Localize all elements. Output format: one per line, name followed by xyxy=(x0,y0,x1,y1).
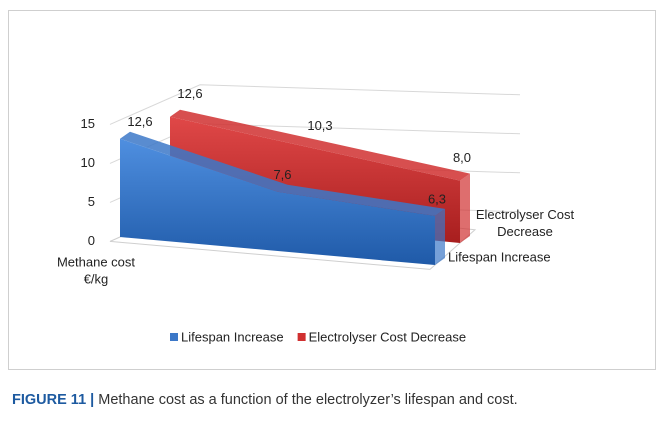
data-label: 10,3 xyxy=(307,118,332,133)
series-end xyxy=(460,173,470,243)
depth-label: Lifespan Increase xyxy=(448,249,551,264)
data-label: 8,0 xyxy=(453,150,471,165)
data-label: 7,6 xyxy=(273,167,291,182)
data-label: 12,6 xyxy=(177,86,202,101)
depth-label-line: Decrease xyxy=(497,224,553,239)
legend-label: Lifespan Increase xyxy=(181,329,284,344)
legend-label: Electrolyser Cost Decrease xyxy=(309,329,467,344)
y-tick-label: 10 xyxy=(81,155,95,170)
y-tick-label: 15 xyxy=(81,116,95,131)
y-tick-label: 5 xyxy=(88,194,95,209)
series-end xyxy=(435,208,445,265)
grid-line xyxy=(109,84,521,125)
series-top xyxy=(170,109,470,181)
caption: FIGURE 11 | Methane cost as a function o… xyxy=(12,392,518,408)
data-label: 6,3 xyxy=(428,191,446,206)
series-top xyxy=(120,131,445,216)
y-axis-label: €/kg xyxy=(84,271,109,286)
depth-label: Electrolyser Cost Decrease xyxy=(476,207,575,239)
legend-swatch xyxy=(297,333,306,341)
depth-label-line: Electrolyser Cost xyxy=(476,207,575,222)
legend-swatch xyxy=(170,333,178,341)
caption-text: Methane cost as a function of the electr… xyxy=(98,392,517,408)
y-tick-label: 0 xyxy=(88,233,95,248)
series-area xyxy=(120,138,435,265)
y-axis-label: Methane cost xyxy=(57,254,135,269)
caption-label: FIGURE 11 | xyxy=(12,392,94,408)
data-label: 12,6 xyxy=(127,114,152,129)
